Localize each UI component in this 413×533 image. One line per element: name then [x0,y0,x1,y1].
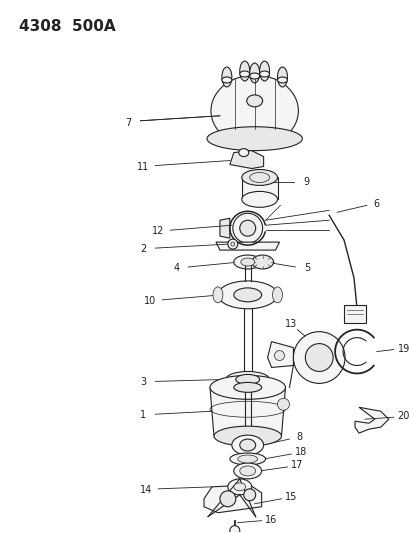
Ellipse shape [239,220,255,236]
Ellipse shape [246,95,262,107]
Ellipse shape [231,435,263,455]
Ellipse shape [229,453,265,465]
Circle shape [305,344,332,372]
Text: 6: 6 [373,199,379,209]
Ellipse shape [217,281,277,309]
Ellipse shape [239,71,249,77]
Ellipse shape [233,483,245,491]
Ellipse shape [259,71,269,77]
Ellipse shape [272,287,282,303]
Ellipse shape [233,382,261,392]
Polygon shape [216,242,279,250]
Text: 16: 16 [265,515,277,524]
Ellipse shape [214,426,281,446]
Ellipse shape [237,455,257,463]
Text: 4308  500A: 4308 500A [19,19,116,34]
Ellipse shape [227,479,251,495]
Ellipse shape [251,255,273,269]
Text: 1: 1 [140,410,146,420]
Ellipse shape [225,372,269,387]
Ellipse shape [211,75,298,147]
Ellipse shape [239,439,255,451]
Text: 2: 2 [140,244,146,254]
Ellipse shape [233,255,261,269]
Polygon shape [354,407,388,433]
Text: 7: 7 [125,118,131,128]
Circle shape [227,239,237,249]
Text: 9: 9 [303,177,309,188]
Text: 4: 4 [173,263,179,273]
Ellipse shape [241,191,277,207]
Ellipse shape [238,149,248,157]
Ellipse shape [239,466,255,476]
Ellipse shape [233,288,261,302]
Ellipse shape [221,77,231,83]
Circle shape [219,491,235,507]
Text: 10: 10 [144,296,156,306]
Ellipse shape [239,61,249,81]
Polygon shape [209,387,285,436]
Circle shape [293,332,344,383]
Ellipse shape [221,67,231,87]
Text: 3: 3 [140,377,146,387]
Ellipse shape [232,213,262,243]
Ellipse shape [249,173,269,182]
Text: 8: 8 [296,432,302,442]
Text: 13: 13 [285,319,297,329]
Polygon shape [267,342,293,367]
Circle shape [243,489,255,501]
Circle shape [230,242,234,246]
Text: 18: 18 [294,447,307,457]
Ellipse shape [235,375,259,384]
Ellipse shape [249,73,259,79]
Polygon shape [219,218,229,238]
Circle shape [229,526,239,533]
Text: 11: 11 [137,161,149,172]
Ellipse shape [206,127,301,151]
Text: 12: 12 [152,226,164,236]
Ellipse shape [233,463,261,479]
Ellipse shape [259,61,269,81]
Text: 14: 14 [140,485,152,495]
Ellipse shape [212,287,222,303]
Text: 15: 15 [285,492,297,502]
Text: 17: 17 [290,460,303,470]
Bar [343,305,365,322]
Circle shape [277,398,289,410]
Ellipse shape [241,169,277,185]
Circle shape [274,351,284,360]
Bar [241,177,277,199]
Ellipse shape [277,67,287,87]
Ellipse shape [240,258,254,266]
Text: 19: 19 [396,344,409,353]
Text: 5: 5 [304,263,310,273]
Ellipse shape [209,375,285,399]
Polygon shape [204,485,261,513]
Ellipse shape [277,77,287,83]
Polygon shape [229,151,263,168]
Ellipse shape [249,63,259,83]
Text: 20: 20 [396,411,409,421]
